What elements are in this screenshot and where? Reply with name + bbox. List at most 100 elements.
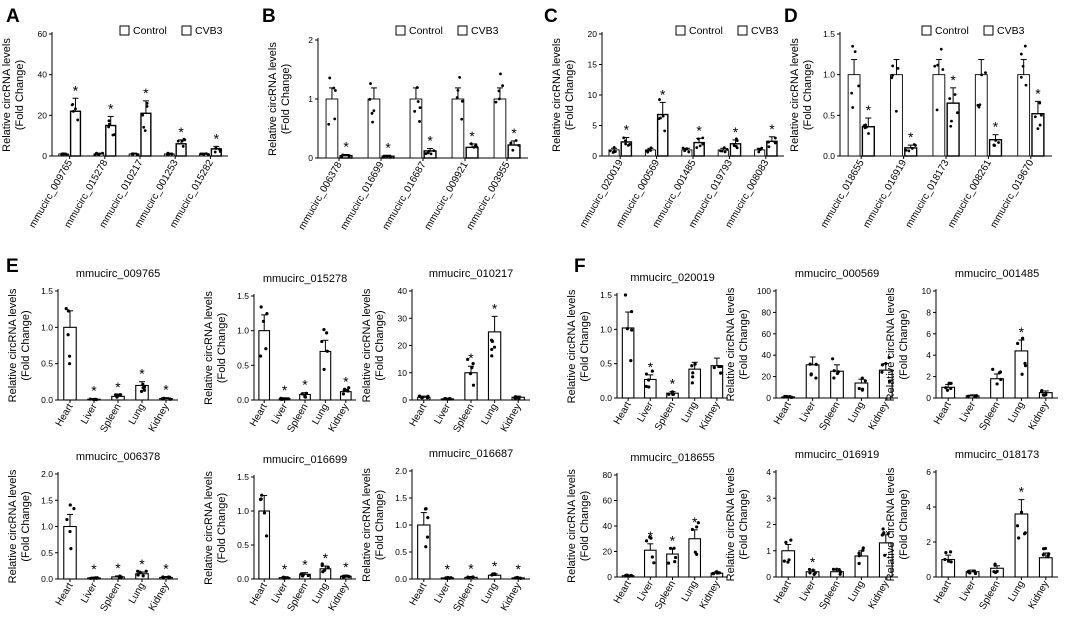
bar-control [325,98,339,159]
replicate-dot [723,150,727,154]
replicate-dot [264,534,269,538]
replicate-dot [837,568,841,572]
replicate-dot [466,575,470,579]
x-tick-label: Heart [408,581,430,608]
replicate-dot [168,397,172,401]
replicate-dot [886,531,890,536]
y-tick-label: 2 [926,372,931,382]
replicate-dot [808,571,812,575]
significance-star: * [670,532,676,548]
replicate-dot [518,576,523,580]
replicate-dot [809,373,813,377]
replicate-dot [853,50,857,54]
replicate-dot [494,100,498,104]
legend-label-control: Control [133,25,167,37]
y-tick-label: 80 [762,307,772,317]
significance-star: * [343,559,349,575]
y-tick-label: 1.5 [600,290,612,300]
x-tick-label: mmucirc_008261 [946,158,994,230]
replicate-dot [446,575,450,580]
replicate-dot [385,154,389,158]
y-tick-label: 0.5 [41,359,53,369]
replicate-dot [944,386,948,390]
replicate-dot [695,525,699,529]
y-tick-label: 1.5 [41,286,53,296]
bar-control [493,98,507,159]
replicate-dot [663,129,667,133]
replicate-dot [935,108,939,112]
legend-swatch-cvb3 [457,25,468,36]
replicate-dot [693,550,697,554]
significance-star: * [108,100,114,116]
chart-panel-8: mmucirc_006378 Relative circRNA levels (Fo… [7,451,178,613]
panel-letter: A [6,6,20,27]
replicate-dot [115,393,119,397]
replicate-dot [997,141,1000,144]
y-axis-label-line1: Relative circRNA levels [267,42,279,156]
x-tick-label: Liver [433,401,454,426]
chart-title: mmucirc_006378 [76,451,160,463]
legend-swatch-control [119,25,130,36]
replicate-dot [458,76,462,79]
x-tick-label: Kidney [147,581,172,613]
replicate-dot [444,397,448,401]
significance-star: * [468,350,474,366]
x-tick-label: Heart [408,402,430,429]
replicate-dot [933,64,937,68]
x-tick-label: Kidney [698,579,723,611]
bar-heart [258,330,271,401]
panel-letter: B [262,6,276,27]
significance-star: * [1019,324,1025,340]
replicate-dot [939,47,943,51]
x-tick-label: Kidney [867,400,892,432]
replicate-dot [980,73,983,77]
x-tick-label: Liver [79,401,100,426]
replicate-dot [857,551,861,555]
legend-label-cvb3: CVB3 [997,25,1025,37]
replicate-dot [857,386,861,391]
replicate-dot [831,357,835,361]
significance-star: * [91,561,97,577]
replicate-dot [322,367,326,372]
replicate-dot [67,362,72,366]
replicate-dot [701,142,705,146]
significance-star: * [178,124,184,140]
replicate-dot [1021,336,1025,340]
replicate-dot [304,391,309,395]
bar-cvb3 [946,102,960,157]
significance-star: * [733,124,739,140]
replicate-dot [176,139,180,143]
significance-star: * [908,129,914,145]
replicate-dot [332,86,336,90]
y-axis-label-line1: Relative circRNA levels [885,467,897,581]
replicate-dot [666,561,671,565]
replicate-dot [71,102,75,106]
replicate-dot [880,370,884,374]
y-axis-label: Relative circRNA levels (Fold Change) [725,467,750,581]
x-tick-label: Liver [798,578,819,603]
replicate-dot [389,155,392,159]
bar-lung [688,368,702,399]
chart-title: mmucirc_009765 [76,268,160,280]
replicate-dot [670,390,675,394]
replicate-dot [89,576,93,581]
bar-control [890,74,903,157]
replicate-dot [914,143,917,147]
replicate-dot [789,538,793,542]
significance-star: * [302,557,308,573]
x-tick-label: Spleen [99,581,124,613]
replicate-dot [66,309,71,313]
replicate-dot [1024,83,1028,87]
y-tick-label: 1.5 [823,29,835,39]
y-axis-label: Relative circRNA levels (Fold Change) [885,467,910,581]
x-tick-label: Spleen [286,402,311,434]
replicate-dot [1040,388,1044,393]
replicate-dot [864,123,868,127]
replicate-dot [1021,64,1025,68]
replicate-dot [182,137,186,141]
replicate-dot [936,63,940,67]
x-tick-label: Spleen [452,581,477,613]
y-tick-label: 20 [398,341,408,351]
replicate-dot [672,546,676,550]
